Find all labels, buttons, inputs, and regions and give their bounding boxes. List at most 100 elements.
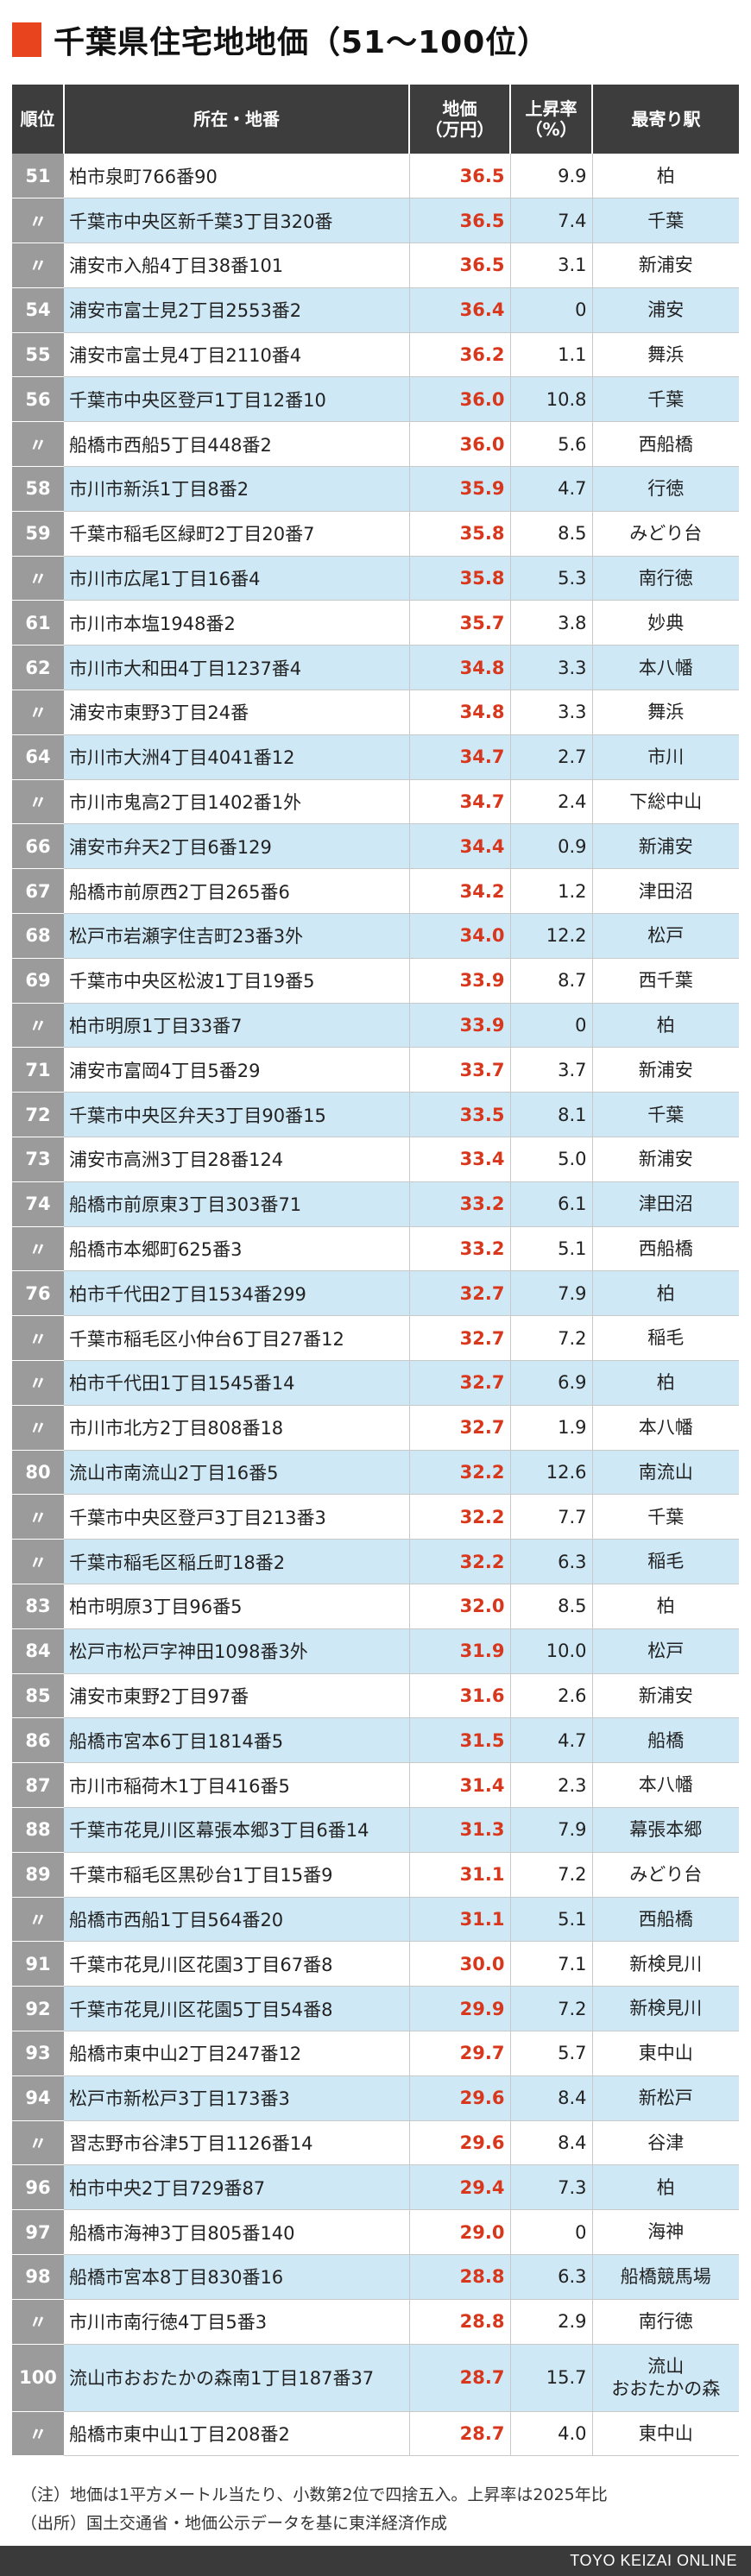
- header-rate: 上昇率 （%）: [510, 85, 593, 154]
- price-cell: 32.2: [409, 1494, 511, 1540]
- table-row: 74 船橋市前原東3丁目303番71 33.2 6.1 津田沼: [12, 1181, 739, 1227]
- table-row: 88 千葉市花見川区幕張本郷3丁目6番14 31.3 7.9 幕張本郷: [12, 1807, 739, 1853]
- table-row: 69 千葉市中央区松波1丁目19番5 33.9 8.7 西千葉: [12, 958, 739, 1004]
- station-cell: 行徳: [592, 466, 739, 512]
- table-header-row: 順位 所在・地番 地価 （万円） 上昇率 （%） 最寄り駅: [12, 85, 739, 154]
- rate-cell: 8.4: [510, 2075, 593, 2121]
- rate-cell: 3.1: [510, 242, 593, 288]
- price-cell: 30.0: [409, 1941, 511, 1987]
- table-row: 93 船橋市東中山2丁目247番12 29.7 5.7 東中山: [12, 2031, 739, 2076]
- table-row: 58 市川市新浜1丁目8番2 35.9 4.7 行徳: [12, 466, 739, 512]
- price-cell: 32.7: [409, 1405, 511, 1451]
- table-row: 〃船橋市本郷町625番3 33.2 5.1 西船橋: [12, 1226, 739, 1272]
- station-cell: 本八幡: [592, 645, 739, 691]
- rate-cell: 2.9: [510, 2299, 593, 2345]
- address-cell: 船橋市宮本8丁目830番16: [64, 2254, 410, 2300]
- rate-cell: 3.7: [510, 1047, 593, 1093]
- price-cell: 31.6: [409, 1673, 511, 1719]
- rate-cell: 7.3: [510, 2164, 593, 2211]
- rank-cell: 〃: [12, 198, 64, 244]
- table-row: 76 柏市千代田2丁目1534番299 32.7 7.9 柏: [12, 1270, 739, 1317]
- table-row: 67 船橋市前原西2丁目265番6 34.2 1.2 津田沼: [12, 868, 739, 915]
- price-cell: 29.6: [409, 2120, 511, 2166]
- station-cell: 東中山: [592, 2411, 739, 2457]
- station-cell: 舞浜: [592, 690, 739, 735]
- address-cell: 船橋市東中山1丁目208番2: [64, 2411, 410, 2457]
- station-cell: 南流山: [592, 1450, 739, 1496]
- table-row: 98 船橋市宮本8丁目830番16 28.8 6.3 船橋競馬場: [12, 2254, 739, 2300]
- rate-cell: 6.3: [510, 1539, 593, 1584]
- table-row: 89 千葉市稲毛区黒砂台1丁目15番9 31.1 7.2 みどり台: [12, 1852, 739, 1898]
- address-cell: 千葉市中央区登戸3丁目213番3: [64, 1494, 410, 1540]
- rate-cell: 5.6: [510, 421, 593, 468]
- address-cell: 松戸市岩瀬字住吉町23番3外: [64, 913, 410, 959]
- rank-cell: 〃: [12, 2411, 64, 2457]
- rank-cell: 96: [12, 2164, 64, 2211]
- price-cell: 32.2: [409, 1450, 511, 1496]
- station-cell: 柏: [592, 1360, 739, 1406]
- table-row: 〃市川市南行徳4丁目5番3 28.8 2.9 南行徳: [12, 2299, 739, 2345]
- rate-cell: 10.0: [510, 1628, 593, 1674]
- price-cell: 29.6: [409, 2075, 511, 2121]
- rate-cell: 6.1: [510, 1181, 593, 1227]
- station-cell: 下総中山: [592, 779, 739, 825]
- station-cell: 柏: [592, 1270, 739, 1317]
- table-row: 〃千葉市中央区登戸3丁目213番3 32.2 7.7 千葉: [12, 1494, 739, 1540]
- rank-cell: 67: [12, 868, 64, 915]
- rate-cell: 7.4: [510, 198, 593, 244]
- address-cell: 千葉市中央区登戸1丁目12番10: [64, 376, 410, 423]
- rank-cell: 〃: [12, 1897, 64, 1943]
- table-row: 71 浦安市富岡4丁目5番29 33.7 3.7 新浦安: [12, 1047, 739, 1093]
- station-cell: 南行徳: [592, 2299, 739, 2345]
- station-cell: 舞浜: [592, 332, 739, 378]
- price-cell: 36.4: [409, 287, 511, 333]
- price-cell: 33.7: [409, 1047, 511, 1093]
- price-cell: 28.7: [409, 2411, 511, 2457]
- address-cell: 千葉市中央区弁天3丁目90番15: [64, 1092, 410, 1138]
- address-cell: 浦安市富士見4丁目2110番4: [64, 332, 410, 378]
- station-cell: 西船橋: [592, 1226, 739, 1272]
- rank-cell: 83: [12, 1584, 64, 1629]
- title-accent-marker: [12, 22, 41, 57]
- land-price-table: 順位 所在・地番 地価 （万円） 上昇率 （%） 最寄り駅 51 柏市泉町766番…: [12, 85, 739, 2457]
- table-body: 51 柏市泉町766番90 36.5 9.9 柏〃千葉市中央区新千葉3丁目320番 36.…: [12, 154, 739, 2457]
- rate-cell: 8.5: [510, 1584, 593, 1629]
- table-row: 86 船橋市宮本6丁目1814番5 31.5 4.7 船橋: [12, 1717, 739, 1764]
- rate-cell: 1.9: [510, 1405, 593, 1451]
- station-cell: 流山 おおたかの森: [592, 2344, 739, 2412]
- price-cell: 36.5: [409, 242, 511, 288]
- rate-cell: 6.9: [510, 1360, 593, 1406]
- price-cell: 31.5: [409, 1717, 511, 1764]
- price-cell: 34.0: [409, 913, 511, 959]
- address-cell: 船橋市宮本6丁目1814番5: [64, 1717, 410, 1764]
- address-cell: 浦安市富岡4丁目5番29: [64, 1047, 410, 1093]
- address-cell: 市川市大和田4丁目1237番4: [64, 645, 410, 691]
- station-cell: 千葉: [592, 1092, 739, 1138]
- rank-cell: 〃: [12, 556, 64, 601]
- address-cell: 浦安市東野2丁目97番: [64, 1673, 410, 1719]
- table-row: 〃浦安市東野3丁目24番 34.8 3.3 舞浜: [12, 690, 739, 735]
- price-cell: 31.1: [409, 1852, 511, 1898]
- table-row: 72 千葉市中央区弁天3丁目90番15 33.5 8.1 千葉: [12, 1092, 739, 1138]
- station-cell: 新検見川: [592, 1986, 739, 2031]
- price-cell: 32.2: [409, 1539, 511, 1584]
- table-row: 〃船橋市東中山1丁目208番2 28.7 4.0 東中山: [12, 2411, 739, 2457]
- station-cell: 東中山: [592, 2031, 739, 2076]
- table-row: 〃千葉市稲毛区稲丘町18番2 32.2 6.3 稲毛: [12, 1539, 739, 1584]
- rate-cell: 2.6: [510, 1673, 593, 1719]
- station-cell: 新浦安: [592, 1047, 739, 1093]
- table-row: 〃柏市明原1丁目33番7 33.9 0 柏: [12, 1003, 739, 1049]
- rank-cell: 97: [12, 2209, 64, 2255]
- header-rank: 順位: [12, 85, 65, 154]
- rank-cell: 98: [12, 2254, 64, 2300]
- station-cell: 谷津: [592, 2120, 739, 2166]
- price-cell: 33.5: [409, 1092, 511, 1138]
- rank-cell: 88: [12, 1807, 64, 1853]
- rate-cell: 3.3: [510, 690, 593, 735]
- price-cell: 33.9: [409, 1003, 511, 1049]
- address-cell: 千葉市稲毛区小仲台6丁目27番12: [64, 1315, 410, 1362]
- station-cell: 新浦安: [592, 823, 739, 870]
- rank-cell: 68: [12, 913, 64, 959]
- rate-cell: 9.9: [510, 154, 593, 199]
- price-cell: 29.7: [409, 2031, 511, 2076]
